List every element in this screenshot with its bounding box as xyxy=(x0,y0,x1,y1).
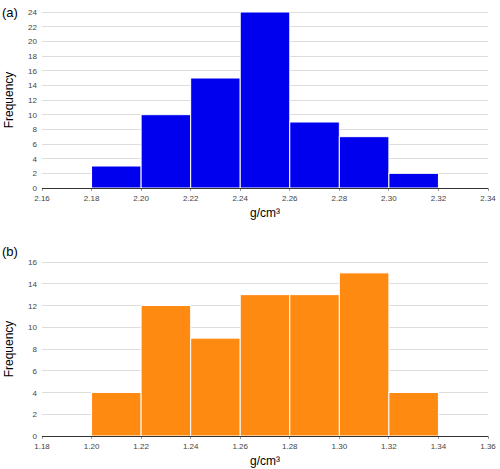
x-tick-label: 2.28 xyxy=(332,194,348,203)
y-tick-label: 6 xyxy=(33,367,38,376)
y-tick-label: 10 xyxy=(28,111,37,120)
grid-line xyxy=(42,262,488,263)
histogram-bar xyxy=(290,295,340,436)
grid-line xyxy=(42,283,488,284)
y-tick-label: 14 xyxy=(28,81,37,90)
bars xyxy=(92,12,439,188)
y-axis-label: Frequency xyxy=(2,321,16,378)
histogram-bar xyxy=(191,338,241,436)
y-axis-label: Frequency xyxy=(2,72,16,129)
histogram-bar xyxy=(240,295,290,436)
grid-line xyxy=(42,188,488,189)
x-tick-label: 2.20 xyxy=(133,194,149,203)
y-tick-label: 12 xyxy=(28,302,37,311)
y-tick-label: 8 xyxy=(33,125,38,134)
histogram-bar xyxy=(339,273,389,436)
histogram-bar xyxy=(389,173,439,188)
chart-root: 0246810121416182022242.162.182.202.222.2… xyxy=(0,0,500,469)
y-tick-label: 0 xyxy=(33,432,38,441)
histogram-bar xyxy=(191,78,241,188)
x-axis-line xyxy=(42,188,488,189)
histogram-bar xyxy=(141,115,191,188)
chart-svg: 0246810121416182022242.162.182.202.222.2… xyxy=(0,0,500,469)
x-axis-line xyxy=(42,436,488,437)
y-tick-label: 4 xyxy=(33,155,38,164)
y-tick-label: 4 xyxy=(33,389,38,398)
bars xyxy=(92,273,439,436)
histogram-bar xyxy=(92,166,142,188)
x-axis-label: g/cm³ xyxy=(250,454,280,468)
x-tick-label: 1.20 xyxy=(84,442,100,451)
x-tick-label: 2.34 xyxy=(480,194,496,203)
x-tick-label: 1.34 xyxy=(431,442,447,451)
x-tick-label: 2.24 xyxy=(232,194,248,203)
x-tick-label: 2.32 xyxy=(431,194,447,203)
x-tick-label: 1.18 xyxy=(34,442,50,451)
y-tick-label: 8 xyxy=(33,345,38,354)
panel-title: (a) xyxy=(2,5,18,20)
x-tick-label: 1.36 xyxy=(480,442,496,451)
y-tick-label: 12 xyxy=(28,96,37,105)
x-tick-label: 1.26 xyxy=(232,442,248,451)
y-tick-label: 2 xyxy=(33,169,38,178)
y-tick-label: 14 xyxy=(28,280,37,289)
x-tick-label: 1.22 xyxy=(133,442,149,451)
y-tick-label: 18 xyxy=(28,52,37,61)
x-tick-label: 2.18 xyxy=(84,194,100,203)
y-tick-label: 24 xyxy=(28,8,37,17)
y-tick-label: 16 xyxy=(28,67,37,76)
x-tick-label: 2.30 xyxy=(381,194,397,203)
y-tick-label: 16 xyxy=(28,258,37,267)
panel-title: (b) xyxy=(2,244,18,259)
x-tick-label: 1.24 xyxy=(183,442,199,451)
x-tick-label: 1.30 xyxy=(332,442,348,451)
histogram-bar xyxy=(389,393,439,437)
histogram-bar xyxy=(339,137,389,188)
y-tick-label: 20 xyxy=(28,37,37,46)
y-tick-label: 22 xyxy=(28,23,37,32)
histogram-bar xyxy=(141,306,191,437)
y-tick-label: 6 xyxy=(33,140,38,149)
x-tick-label: 1.32 xyxy=(381,442,397,451)
y-tick-label: 2 xyxy=(33,410,38,419)
x-tick-label: 2.26 xyxy=(282,194,298,203)
x-tick-label: 1.28 xyxy=(282,442,298,451)
y-tick-label: 0 xyxy=(33,184,38,193)
chart-panel: 0246810121416182022242.162.182.202.222.2… xyxy=(2,5,496,220)
chart-panel: 0 2 4 6 8 10 12 14 16 1.18 1.20 1.22 1.24 1.26 1.28 1.3… xyxy=(2,244,496,468)
x-axis-label: g/cm³ xyxy=(250,206,280,220)
x-tick-label: 2.16 xyxy=(34,194,50,203)
x-tick-label: 2.22 xyxy=(183,194,199,203)
y-tick-label: 10 xyxy=(28,323,37,332)
histogram-bar xyxy=(240,12,290,188)
histogram-bar xyxy=(290,122,340,188)
histogram-bar xyxy=(92,393,142,437)
grid-line xyxy=(42,436,488,437)
